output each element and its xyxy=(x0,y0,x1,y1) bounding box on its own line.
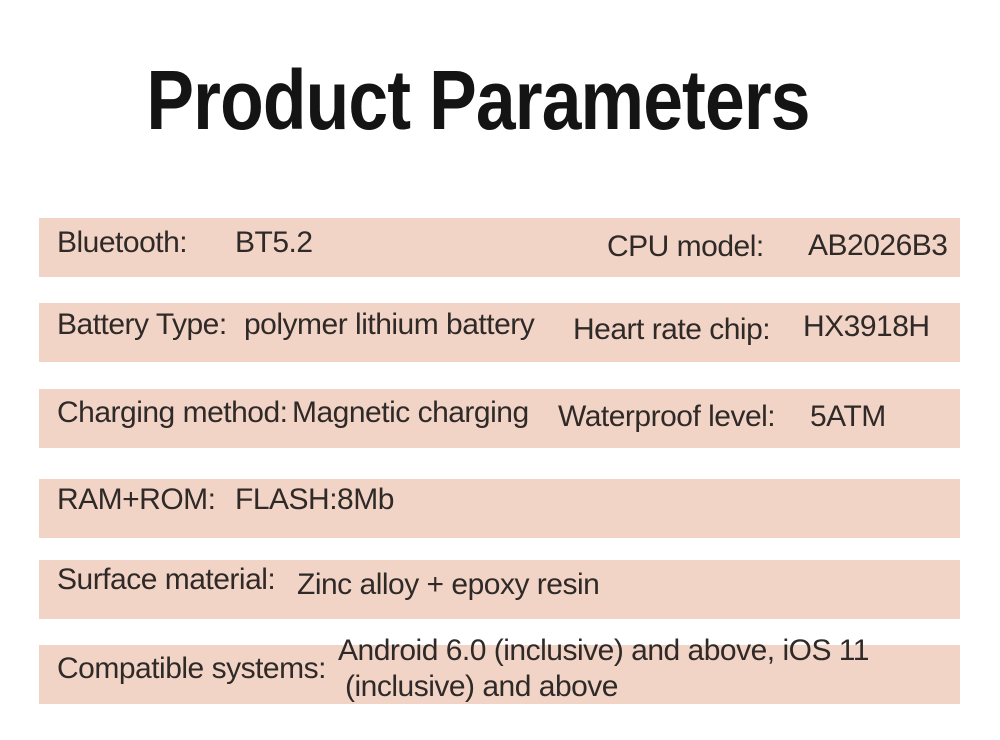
spec-value-compatible-systems-line2: (inclusive) and above xyxy=(345,670,618,703)
spec-value-bluetooth: BT5.2 xyxy=(235,226,313,259)
spec-value-charging-method: Magnetic charging xyxy=(292,396,529,429)
spec-label-waterproof-level: Waterproof level: xyxy=(558,400,776,433)
spec-value-waterproof-level: 5ATM xyxy=(810,400,886,433)
spec-label-charging-method: Charging method: xyxy=(57,396,288,429)
spec-value-heart-rate-chip: HX3918H xyxy=(803,310,930,343)
spec-value-cpu-model: AB2026B3 xyxy=(808,229,948,262)
spec-bar-battery: Battery Type: polymer lithium battery He… xyxy=(39,303,960,362)
spec-value-surface-material: Zinc alloy + epoxy resin xyxy=(297,568,600,601)
spec-label-heart-rate-chip: Heart rate chip: xyxy=(573,313,771,346)
spec-bar-charging: Charging method: Magnetic charging Water… xyxy=(39,389,960,448)
spec-bar-systems: Compatible systems: Android 6.0 (inclusi… xyxy=(39,634,960,704)
spec-label-ram-rom: RAM+ROM: xyxy=(57,483,216,516)
spec-bar-surface: Surface material: Zinc alloy + epoxy res… xyxy=(39,560,960,619)
spec-value-battery-type: polymer lithium battery xyxy=(244,308,535,341)
spec-label-battery-type: Battery Type: xyxy=(57,308,227,341)
spec-label-bluetooth: Bluetooth: xyxy=(57,226,188,259)
spec-label-compatible-systems: Compatible systems: xyxy=(57,652,326,685)
spec-bar-memory: RAM+ROM: FLASH:8Mb xyxy=(39,479,960,538)
spec-value-compatible-systems-line1: Android 6.0 (inclusive) and above, iOS 1… xyxy=(338,634,869,667)
page-title: Product Parameters xyxy=(146,53,810,147)
spec-value-ram-rom: FLASH:8Mb xyxy=(235,483,394,516)
spec-bar-bluetooth: Bluetooth: BT5.2 CPU model: AB2026B3 xyxy=(39,218,960,277)
spec-label-cpu-model: CPU model: xyxy=(607,230,764,263)
spec-value-compatible-systems: Android 6.0 (inclusive) and above, iOS 1… xyxy=(338,633,869,705)
spec-label-surface-material: Surface material: xyxy=(57,563,276,596)
